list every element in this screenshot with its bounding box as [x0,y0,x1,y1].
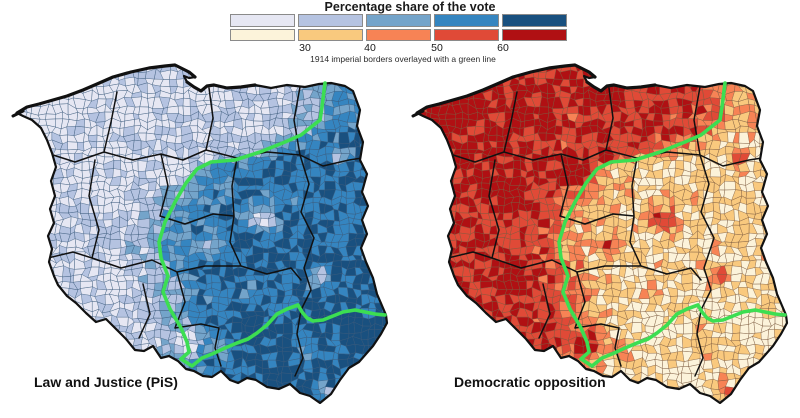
opposition-map-label: Democratic opposition [454,374,606,390]
legend-swatch-opp-4 [502,29,567,41]
vote-share-legend [230,14,567,43]
legend-note-1914-borders: 1914 imperial borders overlayed with a g… [310,54,496,64]
pis-choropleth-map [11,63,389,404]
legend-tick-labels: 30 40 50 60 [230,42,567,54]
legend-title: Percentage share of the vote [324,0,496,14]
legend-swatch-opp-2 [366,29,431,41]
legend-tick-60: 60 [497,42,509,54]
legend-swatch-opp-0 [230,29,295,41]
legend-tick-40: 40 [364,42,376,54]
legend-row-opposition [230,29,567,41]
legend-tick-30: 30 [299,42,311,54]
legend-swatch-pis-2 [366,14,431,27]
legend-swatch-pis-0 [230,14,295,27]
legend-swatch-opp-3 [434,29,499,41]
legend-swatch-pis-1 [298,14,363,27]
legend-tick-50: 50 [431,42,443,54]
pis-map-label: Law and Justice (PiS) [34,374,178,390]
legend-swatch-opp-1 [298,29,363,41]
legend-swatch-pis-4 [502,14,567,27]
legend-swatch-pis-3 [434,14,499,27]
legend-row-pis [230,14,567,27]
opposition-choropleth-map [411,63,789,404]
